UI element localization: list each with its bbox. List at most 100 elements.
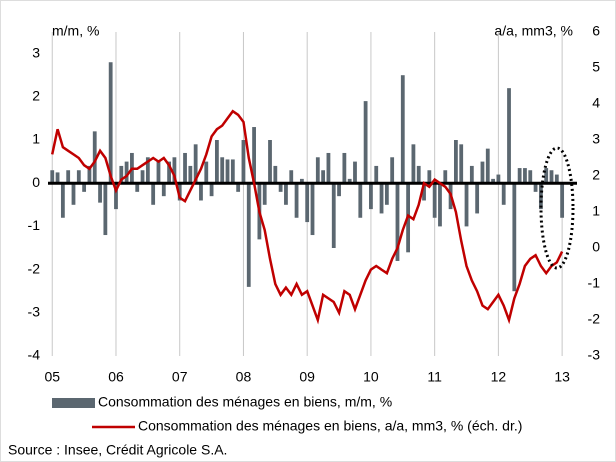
y2-tick-label: 1: [592, 203, 600, 219]
bar: [347, 178, 352, 184]
bar: [220, 157, 225, 184]
y-tick-label: 3: [32, 44, 40, 60]
bar: [560, 183, 565, 218]
bar: [92, 131, 97, 184]
bar: [342, 152, 347, 184]
bar: [501, 183, 506, 205]
source: Source : Insee, Crédit Agricole S.A.: [8, 442, 227, 458]
bar: [284, 183, 288, 205]
y2-tick-label: 3: [592, 131, 600, 147]
bar: [167, 161, 171, 184]
y2-tick-label: 0: [592, 239, 600, 255]
y-tick-label: 1: [32, 131, 40, 147]
bar: [60, 183, 65, 218]
bar: [454, 140, 458, 184]
highlight-ellipse: [539, 146, 575, 270]
bar: [475, 183, 480, 214]
y-tick-label: -4: [28, 347, 41, 363]
bar: [390, 157, 395, 184]
x-tick-label: 06: [108, 369, 124, 385]
legend-label: Consommation des ménages en biens, m/m, …: [98, 394, 392, 410]
bar: [507, 88, 511, 184]
bar: [315, 157, 320, 184]
y2-tick-label: -2: [588, 311, 601, 327]
bar: [485, 148, 490, 184]
y-tick-label: -1: [28, 217, 41, 233]
bar: [517, 168, 522, 184]
y-tick-label: 2: [32, 88, 40, 104]
bar: [384, 183, 389, 205]
bar: [294, 183, 299, 218]
bar: [379, 183, 384, 214]
bar: [140, 170, 145, 184]
bar: [246, 183, 251, 287]
y-axis-title: m/m, %: [52, 23, 99, 39]
bar: [363, 101, 368, 184]
bar: [252, 127, 256, 184]
x-tick-label: 05: [44, 369, 60, 385]
x-tick-label: 11: [427, 369, 442, 385]
bar: [273, 165, 278, 184]
y2-tick-label: 4: [592, 95, 600, 111]
bar: [369, 183, 373, 210]
bar: [310, 183, 315, 236]
bar: [337, 183, 341, 197]
bar: [119, 165, 124, 184]
bar: [209, 183, 214, 197]
bar: [98, 183, 102, 203]
bar: [108, 62, 113, 184]
bar: [262, 183, 267, 205]
bar: [66, 170, 71, 184]
bar: [124, 161, 129, 184]
bar: [225, 159, 230, 184]
bar: [87, 165, 92, 184]
x-tick-label: 13: [554, 369, 570, 385]
bar: [533, 183, 538, 192]
bar: [151, 183, 156, 205]
legend-label: Consommation des ménages en biens, a/a, …: [138, 418, 522, 434]
bar: [395, 183, 400, 261]
bar: [82, 183, 87, 192]
bar: [241, 140, 246, 184]
bar: [204, 161, 209, 184]
line: [50, 109, 564, 325]
y2-tick-label: 5: [592, 59, 600, 75]
bar: [554, 174, 559, 184]
bar: [278, 183, 283, 192]
bar: [177, 183, 182, 201]
bar: [496, 174, 501, 184]
bar: [55, 172, 60, 184]
bar: [427, 170, 432, 184]
x-tick-label: 07: [172, 369, 188, 385]
bar: [236, 183, 241, 192]
bar: [464, 183, 469, 227]
bar: [145, 157, 150, 184]
bar: [103, 183, 108, 236]
y2-tick-label: -1: [588, 275, 601, 291]
x-tick-label: 12: [491, 369, 507, 385]
bar: [512, 183, 517, 292]
bar: [459, 144, 464, 184]
bar: [161, 183, 166, 197]
bar: [432, 183, 437, 218]
bar: [353, 161, 357, 184]
bar: [416, 165, 421, 184]
bar: [76, 170, 81, 184]
bar: [299, 178, 304, 184]
bar: [268, 140, 272, 184]
bar: [289, 170, 294, 184]
bar: [199, 183, 203, 201]
bar: [183, 152, 187, 184]
bar: [549, 170, 554, 184]
bar: [528, 170, 533, 184]
bar: [411, 144, 416, 184]
x-tick-label: 08: [236, 369, 252, 385]
y2-axis-title: a/a, mm3, %: [494, 23, 573, 39]
bar: [469, 165, 474, 184]
bar: [230, 159, 235, 184]
bar: [214, 140, 219, 184]
bar: [305, 183, 310, 223]
bar: [156, 161, 161, 184]
